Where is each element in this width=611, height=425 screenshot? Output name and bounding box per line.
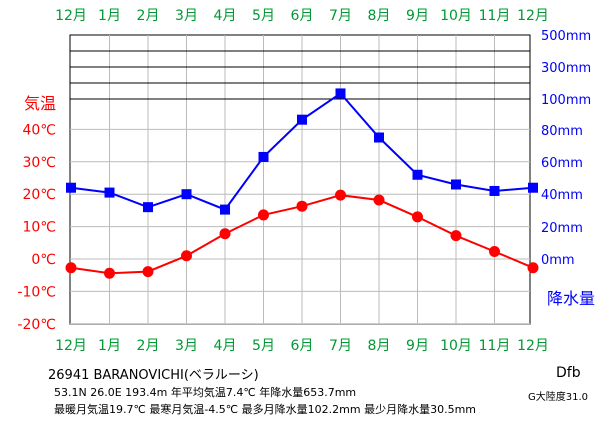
month-label-bottom: 1月 [98,338,121,354]
temperature-point [219,228,231,240]
station-extremes: 最暖月気温19.7℃ 最寒月気温-4.5℃ 最多月降水量102.2mm 最少月降… [54,403,476,416]
month-label-bottom: 6月 [291,338,314,354]
temp-tick-label: 40℃ [22,122,56,138]
month-label-bottom: 9月 [406,338,429,354]
month-label-top: 11月 [479,8,511,24]
precipitation-point [451,179,461,190]
precip-tick-label: 0mm [541,253,575,268]
month-label-top: 1月 [98,8,121,24]
month-label-bottom: 10月 [440,338,472,354]
temp-tick-label: 20℃ [22,187,56,203]
month-label-bottom: 11月 [479,338,511,354]
temperature-point [450,230,462,242]
temperature-point [373,194,385,206]
precip-tick-label: 100mm [541,93,591,108]
month-label-top: 6月 [291,8,314,24]
month-label-bottom: 12月 [55,338,87,354]
month-label-top: 5月 [252,8,275,24]
month-label-bottom: 3月 [175,338,198,354]
station-stats: 53.1N 26.0E 193.4m 年平均気温7.4℃ 年降水量653.7mm [54,386,357,399]
precipitation-point [489,185,500,196]
precip-tick-label: 40mm [541,188,583,203]
month-label-top: 8月 [368,8,391,24]
precipitation-point [297,114,307,125]
month-label-top: 3月 [175,8,198,24]
temp-tick-label: 30℃ [22,155,56,171]
temperature-point [296,200,308,212]
temperature-point [104,267,115,279]
climate-class: Dfb [556,365,581,381]
precip-tick-label: 60mm [541,156,583,171]
month-label-bottom: 5月 [252,338,275,354]
temperature-point [65,262,77,274]
temperature-point [335,189,346,201]
month-label-bottom: 7月 [329,338,352,354]
month-label-top: 12月 [55,8,87,24]
month-label-top: 4月 [214,8,237,24]
precipitation-point [143,202,153,213]
precip-axis-title: 降水量 [547,289,595,308]
precipitation-point [528,182,538,193]
temperature-point [412,211,423,223]
temperature-point [142,266,154,278]
month-label-top: 10月 [440,8,472,24]
month-label-top: 2月 [137,8,160,24]
month-label-top: 7月 [329,8,352,24]
precipitation-point [412,169,423,180]
temp-tick-label: -10℃ [17,284,56,300]
temp-tick-label: 10℃ [22,220,56,236]
precip-tick-label: 500mm [541,29,591,44]
precipitation-point [258,151,269,162]
temp-tick-label: -20℃ [17,317,56,333]
precipitation-point [181,189,192,200]
precipitation-point [66,182,76,193]
temperature-point [181,250,192,262]
month-label-top: 9月 [406,8,429,24]
precip-tick-label: 80mm [541,124,583,139]
temperature-point [489,246,500,258]
precipitation-point [335,88,346,99]
month-label-top: 12月 [517,8,549,24]
continentality: G大陸度31.0 [528,392,589,403]
precip-tick-label: 300mm [541,61,591,76]
month-label-bottom: 4月 [214,338,237,354]
precipitation-point [104,187,115,198]
precip-tick-label: 20mm [541,221,583,236]
month-label-bottom: 12月 [517,338,549,354]
temperature-point [527,262,539,274]
precipitation-point [374,132,384,143]
temp-tick-label: 0℃ [31,252,56,268]
month-label-bottom: 2月 [137,338,160,354]
temperature-point [258,209,269,221]
precipitation-point [220,204,230,215]
station-name: 26941 BARANOVICHI(ベラルーシ) [48,368,259,383]
temp-axis-title: 気温 [24,94,56,113]
month-label-bottom: 8月 [368,338,391,354]
